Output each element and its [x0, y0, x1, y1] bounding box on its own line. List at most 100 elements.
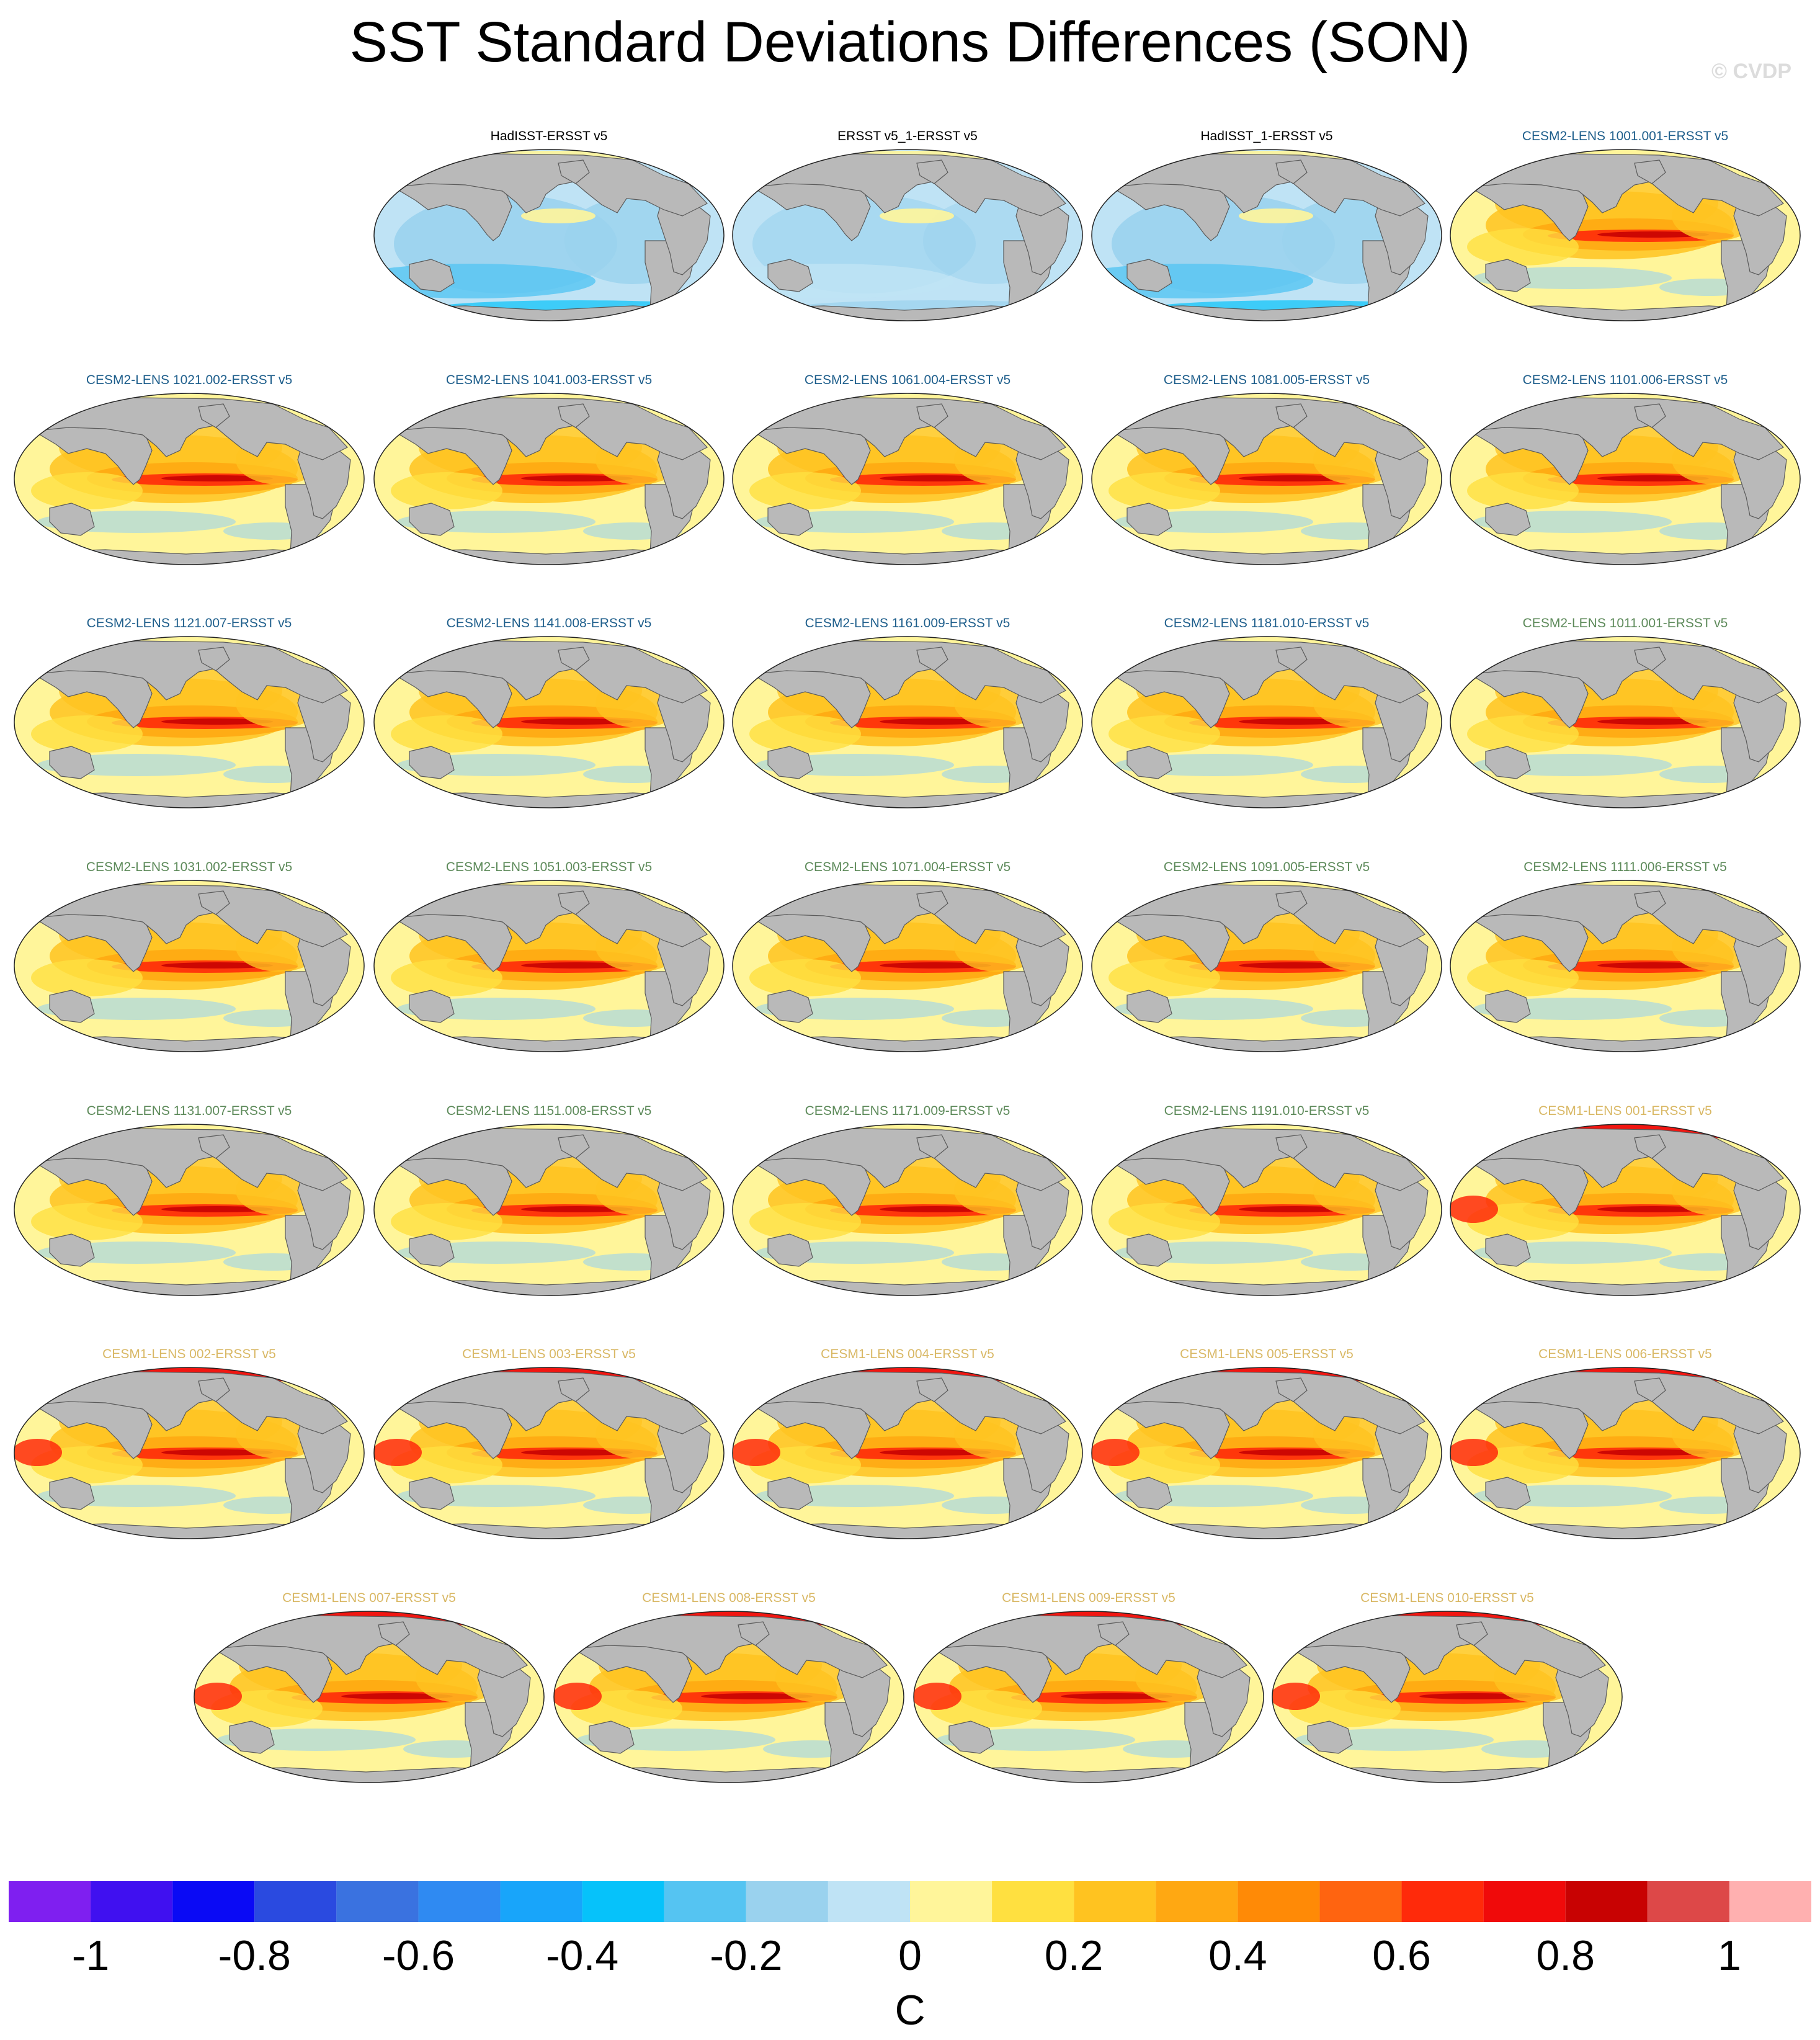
continent-australia: [1126, 1477, 1172, 1510]
continent-eurasia: [564, 1615, 888, 1678]
continent-australia: [1485, 1477, 1531, 1510]
panel-title: CESM1-LENS 007-ERSST v5: [282, 1591, 456, 1605]
continent-africa: [1375, 681, 1429, 763]
continent-australia: [1126, 746, 1172, 779]
continent-australia: [1126, 259, 1172, 292]
colorbar-segment: [582, 1881, 664, 1922]
continent-africa: [297, 1411, 351, 1493]
panel-title: CESM2-LENS 1041.003-ERSST v5: [445, 373, 653, 387]
world-map: [553, 1611, 904, 1783]
continent-australia: [1307, 1720, 1353, 1754]
world-map: [373, 636, 725, 808]
continent-australia: [1485, 1233, 1531, 1267]
continent-greenland: [1275, 890, 1308, 915]
colorbar-segment: [91, 1881, 173, 1922]
map-panel-grid: HadISST-ERSST v5 ERSST v5_1-ERSST v5 HadIS…: [14, 129, 1801, 1783]
continent-greenland: [1634, 890, 1666, 915]
continent-eurasia: [1102, 397, 1425, 460]
colorbar-tick-label: 0.4: [1208, 1932, 1267, 1979]
panel-title: CESM2-LENS 1191.010-ERSST v5: [1164, 1104, 1370, 1118]
continent-greenland: [1634, 1134, 1666, 1159]
world-map: [14, 880, 365, 1052]
world-map: [373, 393, 725, 565]
continent-africa: [1733, 437, 1787, 519]
colorbar-segment: [1319, 1881, 1402, 1922]
continent-eurasia: [1102, 153, 1425, 217]
world-map: [194, 1611, 545, 1783]
continent-africa: [1375, 1168, 1429, 1250]
colorbar-tick-label: 1: [1717, 1932, 1741, 1979]
continent-africa: [1375, 194, 1429, 275]
continent-eurasia: [743, 397, 1066, 460]
continent-eurasia: [384, 640, 708, 704]
continent-eurasia: [24, 640, 348, 704]
panel-title: CESM2-LENS 1111.006-ERSST v5: [1523, 860, 1727, 874]
continent-greenland: [1275, 403, 1308, 428]
world-map: [14, 636, 365, 808]
world-map: [373, 149, 725, 321]
continent-eurasia: [1282, 1615, 1606, 1678]
continent-greenland: [1634, 403, 1666, 428]
continent-australia: [1485, 990, 1531, 1023]
world-map: [732, 393, 1083, 565]
continent-eurasia: [384, 153, 708, 217]
panel-title: CESM1-LENS 004-ERSST v5: [821, 1347, 994, 1361]
continent-eurasia: [384, 884, 708, 947]
panel-title: CESM2-LENS 1061.004-ERSST v5: [804, 373, 1011, 387]
panel-title: HadISST_1-ERSST v5: [1200, 129, 1333, 143]
panel-title: ERSST v5_1-ERSST v5: [837, 129, 978, 143]
world-map: [14, 1367, 365, 1539]
continent-australia: [767, 746, 813, 779]
continent-africa: [1015, 681, 1069, 763]
panel-title: CESM2-LENS 1141.008-ERSST v5: [446, 616, 652, 630]
colorbar-segment: [1483, 1881, 1566, 1922]
continent-africa: [1733, 924, 1787, 1006]
continent-greenland: [558, 646, 590, 671]
continent-greenland: [738, 1621, 770, 1646]
continent-eurasia: [743, 884, 1066, 947]
panel-title: CESM2-LENS 1181.010-ERSST v5: [1164, 616, 1370, 630]
continent-greenland: [198, 1377, 230, 1402]
world-map: [14, 1124, 365, 1296]
continent-greenland: [1634, 159, 1666, 184]
continent-australia: [49, 746, 95, 779]
colorbar-segment: [1156, 1881, 1238, 1922]
panel-title: CESM1-LENS 001-ERSST v5: [1538, 1104, 1712, 1118]
world-map: [1450, 636, 1801, 808]
panel-title: CESM2-LENS 1011.001-ERSST v5: [1522, 616, 1728, 630]
world-map: [732, 636, 1083, 808]
continent-greenland: [1275, 1134, 1308, 1159]
continent-australia: [767, 990, 813, 1023]
continent-australia: [409, 990, 455, 1023]
world-map: [913, 1611, 1264, 1783]
colorbar-segment: [1401, 1881, 1484, 1922]
continent-africa: [1733, 1411, 1787, 1493]
colorbar-segment: [746, 1881, 828, 1922]
colorbar-tick-label: -0.2: [710, 1932, 783, 1979]
continent-australia: [948, 1720, 994, 1754]
world-map: [732, 1367, 1083, 1539]
panel-title: CESM2-LENS 1081.005-ERSST v5: [1163, 373, 1370, 387]
continent-africa: [477, 1655, 531, 1737]
figure-title: SST Standard Deviations Differences (SON…: [349, 11, 1471, 74]
continent-eurasia: [1102, 884, 1425, 947]
continent-greenland: [198, 1134, 230, 1159]
continent-africa: [1015, 1168, 1069, 1250]
continent-australia: [767, 259, 813, 292]
colorbar-tick-label: -0.8: [218, 1932, 291, 1979]
continent-eurasia: [743, 1371, 1066, 1434]
colorbar-units-label: C: [894, 1987, 926, 2034]
continent-australia: [1485, 259, 1531, 292]
continent-africa: [1733, 681, 1787, 763]
continent-greenland: [1456, 1621, 1488, 1646]
continent-australia: [409, 746, 455, 779]
continent-eurasia: [24, 1371, 348, 1434]
colorbar-segment: [1565, 1881, 1648, 1922]
colorbar-segment: [418, 1881, 501, 1922]
continent-australia: [49, 1477, 95, 1510]
continent-africa: [657, 437, 711, 519]
continent-australia: [49, 990, 95, 1023]
continent-australia: [409, 1477, 455, 1510]
continent-africa: [297, 924, 351, 1006]
continent-greenland: [198, 646, 230, 671]
